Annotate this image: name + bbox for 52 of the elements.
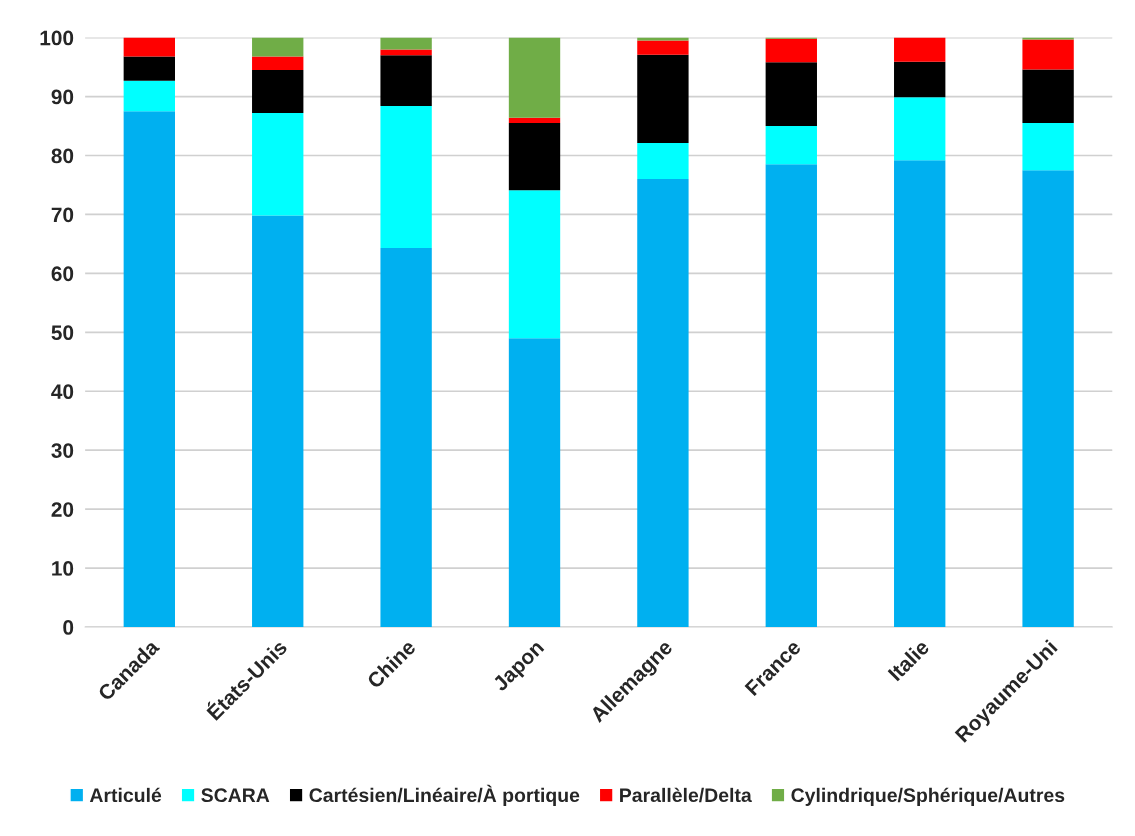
bar xyxy=(894,160,946,627)
y-tick-label: 40 xyxy=(51,384,74,399)
y-tick-label: 70 xyxy=(51,207,74,223)
y-tick-label: 50 xyxy=(51,325,74,341)
bar xyxy=(637,40,689,55)
bar xyxy=(894,37,946,62)
y-tick-label: 90 xyxy=(51,89,74,105)
legend-label: Parallèle/Delta xyxy=(620,787,752,803)
bar xyxy=(252,70,304,114)
y-tick-label: 30 xyxy=(51,443,74,458)
y-tick-label: 80 xyxy=(51,148,74,164)
bar xyxy=(123,56,175,81)
bar xyxy=(765,38,817,63)
bar xyxy=(252,113,304,216)
bar xyxy=(380,49,432,56)
bar xyxy=(1022,123,1074,171)
bar xyxy=(123,80,175,112)
bar xyxy=(637,179,689,627)
y-tick-label: 20 xyxy=(51,502,74,517)
legend-label: SCARA xyxy=(201,788,270,803)
y-tick-label: 10 xyxy=(52,561,74,576)
bar xyxy=(894,61,946,98)
y-tick-label: 60 xyxy=(51,266,74,282)
legend-label: Articulé xyxy=(89,787,162,803)
legend-label: Cylindrique/Sphérique/Autres xyxy=(791,787,1065,806)
bar xyxy=(508,123,561,191)
bar xyxy=(380,55,432,106)
bar xyxy=(123,37,175,57)
bar xyxy=(637,54,689,144)
y-tick-label: 0 xyxy=(63,620,74,635)
bar xyxy=(637,37,689,41)
bar xyxy=(765,164,817,627)
bar xyxy=(765,62,817,127)
bar xyxy=(765,126,817,165)
bar xyxy=(1022,39,1074,70)
bar xyxy=(123,111,175,627)
bar xyxy=(894,97,946,161)
bar xyxy=(508,37,561,118)
bar xyxy=(508,338,561,627)
bar xyxy=(637,143,689,180)
bar xyxy=(1022,170,1074,627)
bar xyxy=(252,215,304,627)
bar xyxy=(252,56,304,71)
bar xyxy=(1022,69,1074,124)
bar xyxy=(508,117,561,124)
bar xyxy=(380,37,432,50)
legend-label: Cartésien/Linéaire/À portique xyxy=(309,784,580,806)
bar xyxy=(508,190,561,339)
bar xyxy=(252,37,304,57)
bar xyxy=(380,105,432,249)
bar xyxy=(380,248,432,627)
y-tick-label: 100 xyxy=(40,30,74,46)
